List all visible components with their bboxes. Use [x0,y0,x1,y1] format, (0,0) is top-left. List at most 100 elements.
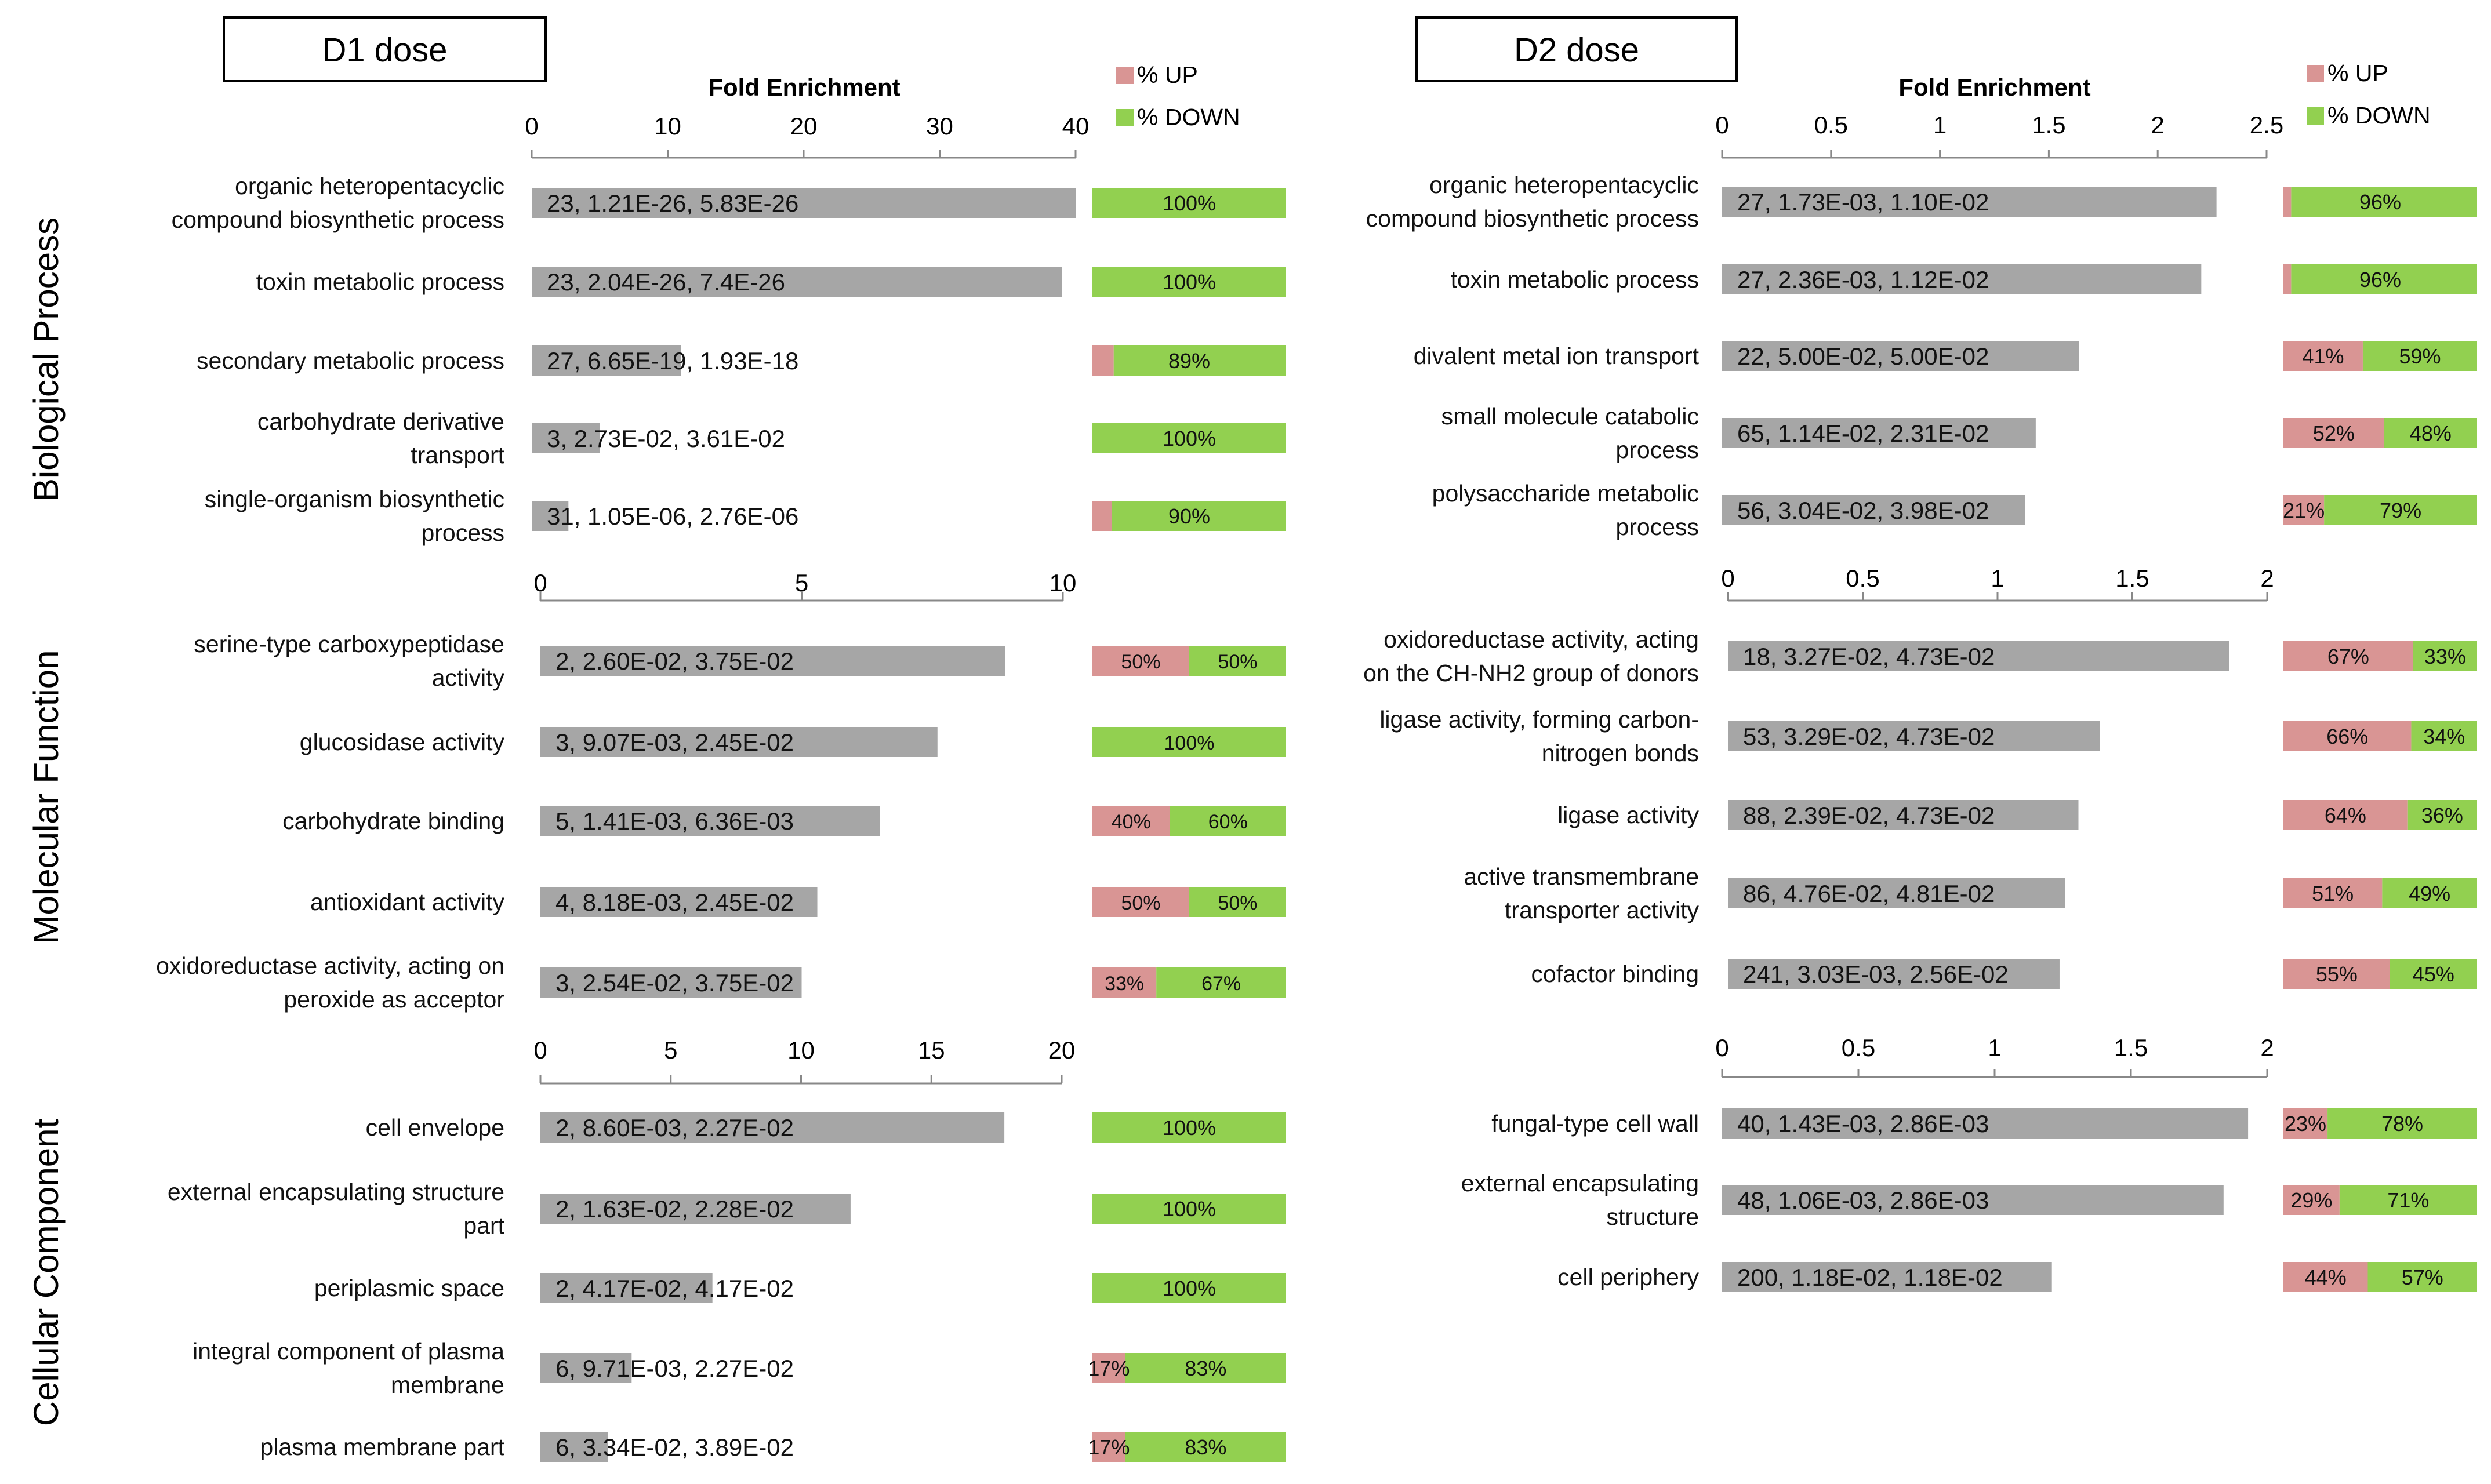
pct-down-segment [2413,641,2477,671]
category-label-line: peroxide as acceptor [284,986,504,1013]
chart-panel: 0 5 10 15 20 cell envelope 2, 8.60E-03, 2.27E-… [168,1036,1286,1462]
pct-down-label: 100% [1163,1197,1216,1221]
bar-data-label: 22, 5.00E-02, 5.00E-02 [1737,343,1989,370]
category-label: polysaccharide metabolic process [1432,480,1699,540]
category-label: small molecule catabolic process [1441,403,1699,463]
category-label-line: periplasmic space [314,1275,504,1301]
category-label-line: polysaccharide metabolic [1432,480,1699,507]
pct-down-segment [2411,721,2477,751]
pct-up-label: 29% [2290,1188,2332,1212]
pct-up-segment [1092,887,1189,917]
enrichment-bar [540,1353,632,1383]
enrichment-bar [1722,495,2025,525]
category-label-line: membrane [391,1372,504,1398]
pct-down-segment [1092,188,1286,218]
pct-down-segment [2367,1262,2477,1292]
pct-down-label: 83% [1185,1435,1226,1459]
enrichment-bar [532,267,1062,297]
bar-data-label: 27, 1.73E-03, 1.10E-02 [1737,188,1989,216]
bar-data-label: 200, 1.18E-02, 1.18E-02 [1737,1264,2003,1291]
category-label-line: serine-type carboxypeptidase [194,631,504,657]
enrichment-bar [540,727,938,757]
chart-panel: 0 0.5 1 1.5 2 2.5 organic heteropentacyclic com… [1366,111,2477,540]
pct-up-segment [1092,1432,1125,1462]
category-label-line: transporter activity [1505,897,1699,923]
legend-swatch-up [1116,67,1134,84]
category-label-line: ligase activity [1557,802,1699,828]
pct-up-label: 50% [1121,892,1160,914]
pct-down-label: 50% [1218,892,1257,914]
enrichment-bar [532,423,600,453]
x-tick-label: 1 [1991,565,2004,592]
pct-down-segment [2324,495,2477,525]
bar-data-label: 53, 3.29E-02, 4.73E-02 [1743,723,1995,750]
category-label-line: oxidoreductase activity, acting on [156,952,504,979]
pct-up-segment [1092,646,1189,676]
pct-up-segment [2283,959,2390,989]
category-label-line: external encapsulating structure [168,1179,504,1205]
category-label: secondary metabolic process [197,347,504,374]
category-label-line: oxidoreductase activity, acting [1384,626,1699,653]
category-label-line: secondary metabolic process [197,347,504,374]
bar-data-label: 23, 2.04E-26, 7.4E-26 [547,268,785,296]
pct-down-label: 100% [1163,427,1216,450]
pct-down-label: 100% [1163,1116,1216,1140]
legend-label-down: % DOWN [2327,102,2431,129]
category-label-line: cell periphery [1557,1264,1699,1290]
pct-up-label: 50% [1121,651,1160,673]
category-label-line: toxin metabolic process [1451,266,1699,293]
pct-down-segment [1092,1194,1286,1224]
pct-down-label: 49% [2409,882,2450,905]
enrichment-bar [1722,187,2217,217]
pct-down-segment [2291,187,2477,217]
pct-down-segment [1092,267,1286,297]
pct-up-segment [2283,341,2363,371]
pct-up-label: 41% [2302,344,2344,368]
category-label: plasma membrane part [260,1434,504,1460]
x-tick-label: 2 [2260,565,2274,592]
legend-label-down: % DOWN [1137,104,1240,130]
category-label-line: plasma membrane part [260,1434,504,1460]
category-label: serine-type carboxypeptidase activity [194,631,504,691]
category-label-line: ligase activity, forming carbon- [1379,706,1699,733]
pct-down-segment [1092,1273,1286,1303]
pct-up-segment [1092,806,1170,836]
category-label: organic heteropentacyclic compound biosyn… [172,173,504,233]
section-label: Biological Process [27,217,66,501]
category-label-line: carbohydrate binding [282,808,504,834]
pct-up-label: 55% [2316,962,2358,986]
pct-up-segment [1092,345,1114,376]
x-tick-label: 10 [654,112,681,140]
pct-down-label: 79% [2380,499,2421,522]
category-label-line: toxin metabolic process [256,268,504,295]
legend-swatch-up [2307,65,2324,82]
pct-down-label: 45% [2413,962,2454,986]
enrichment-bar [1728,641,2229,671]
bar-data-label: 2, 8.60E-03, 2.27E-02 [555,1114,794,1141]
pct-down-segment [1156,967,1286,998]
chart-panel: 0 5 10 serine-type carboxypeptidase activity… [156,569,1286,1013]
pct-up-segment [2283,641,2413,671]
pct-down-label: 100% [1163,191,1216,215]
category-label: oxidoreductase activity, acting on peroxi… [156,952,504,1013]
pct-down-label: 96% [2359,268,2401,292]
category-label-line: antioxidant activity [310,889,505,915]
x-tick-label: 1 [1933,111,1947,139]
category-label-line: structure [1607,1203,1700,1230]
pct-down-segment [1170,806,1286,836]
bar-data-label: 3, 2.54E-02, 3.75E-02 [555,969,794,996]
category-label-line: fungal-type cell wall [1491,1110,1699,1137]
bar-data-label: 2, 2.60E-02, 3.75E-02 [555,648,794,675]
category-label-line: organic heteropentacyclic [235,173,504,199]
pct-down-label: 34% [2423,725,2465,748]
x-axis-title: Fold Enrichment [1898,74,2090,101]
category-label: fungal-type cell wall [1491,1110,1699,1137]
bar-data-label: 88, 2.39E-02, 4.73E-02 [1743,802,1995,829]
pct-down-label: 100% [1163,270,1216,294]
chart-panel: 0 0.5 1 1.5 2 fungal-type cell wall 40, 1.43E-… [1461,1034,2477,1292]
x-tick-label: 0.5 [1814,111,1848,139]
x-tick-label: 15 [918,1036,945,1064]
category-label: integral component of plasma membrane [193,1338,504,1398]
category-label: antioxidant activity [310,889,505,915]
